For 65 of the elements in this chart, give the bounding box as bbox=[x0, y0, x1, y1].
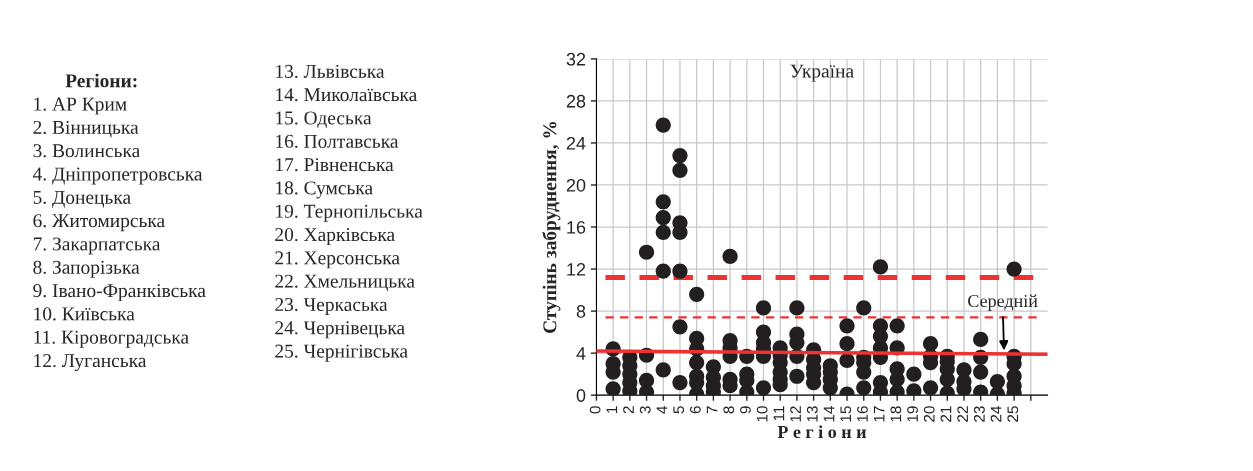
y-tick-label: 12 bbox=[567, 262, 586, 276]
text: 7. Закарпатська bbox=[33, 237, 161, 255]
y-tick-label: 16 bbox=[567, 220, 586, 234]
text: 21. Херсонська bbox=[275, 251, 400, 269]
x-tick-label: 25 bbox=[1007, 406, 1019, 422]
text: 12. Луганська bbox=[34, 354, 147, 372]
y-axis-title: Ступінь забруднення, % bbox=[542, 121, 561, 333]
x-tick-label: 3 bbox=[639, 406, 651, 414]
y-tick-label: 24 bbox=[566, 136, 586, 150]
x-tick-label: 2 bbox=[623, 406, 634, 414]
x-tick-label: 10 bbox=[756, 406, 768, 422]
x-tick-label: 19 bbox=[907, 406, 918, 422]
x-tick-label: 13 bbox=[806, 406, 818, 422]
text: 23. Черкаська bbox=[275, 297, 388, 315]
text: 2. Вінницька bbox=[33, 120, 139, 138]
x-tick-label: 0 bbox=[589, 406, 601, 414]
text: 9. Івано-Франківська bbox=[33, 284, 206, 302]
x-tick-label: 22 bbox=[957, 406, 968, 422]
x-tick-label: 9 bbox=[740, 406, 751, 414]
annotation: Середній bbox=[968, 294, 1038, 311]
x-tick-label: 5 bbox=[673, 406, 685, 414]
text: 17. Рівненська bbox=[276, 158, 394, 172]
text: 22. Хмельницька bbox=[275, 274, 415, 292]
text: 13. Львівська bbox=[276, 64, 385, 78]
y-tick-label: 0 bbox=[576, 389, 586, 402]
x-tick-label: 16 bbox=[857, 406, 868, 422]
y-tick-label: 28 bbox=[566, 94, 586, 108]
text: Регіони: bbox=[65, 73, 137, 88]
text: 14. Миколаївська bbox=[276, 88, 417, 102]
text: 11. Кіровоградська bbox=[34, 330, 189, 348]
x-tick-label: 17 bbox=[873, 406, 885, 422]
x-tick-label: 6 bbox=[689, 406, 701, 414]
x-tick-label: 23 bbox=[973, 406, 985, 422]
x-tick-label: 24 bbox=[990, 406, 1002, 422]
x-tick-label: 20 bbox=[923, 406, 935, 422]
text: 1. АР Крим bbox=[34, 97, 127, 115]
text: 8. Запорізька bbox=[33, 260, 140, 278]
text: 24. Чернівецька bbox=[275, 321, 405, 339]
text: 3. Волинська bbox=[33, 144, 140, 158]
text: 16. Полтавська bbox=[276, 134, 399, 148]
x-tick-label: 8 bbox=[723, 406, 735, 414]
x-tick-label: 15 bbox=[840, 406, 852, 422]
text: 15. Одеська bbox=[276, 111, 372, 129]
y-tick-label: 20 bbox=[566, 178, 586, 192]
x-tick-label: 14 bbox=[823, 406, 835, 422]
text: 18. Сумська bbox=[276, 181, 373, 199]
x-tick-label: 18 bbox=[890, 406, 902, 422]
y-tick-label: 8 bbox=[576, 305, 586, 318]
text: 6. Житомирська bbox=[33, 214, 165, 232]
text: 25. Чернігівська bbox=[275, 344, 408, 362]
x-tick-label: 12 bbox=[790, 406, 801, 422]
chart-title: Україна bbox=[790, 64, 854, 82]
text: 20. Харківська bbox=[275, 227, 395, 246]
y-tick-label: 4 bbox=[576, 347, 586, 360]
x-tick-label: 4 bbox=[656, 406, 668, 414]
text: 19. Тернопільська bbox=[276, 204, 423, 222]
text: 10. Київська bbox=[34, 307, 135, 321]
x-tick-label: 7 bbox=[706, 406, 718, 414]
x-tick-label: 11 bbox=[773, 406, 785, 421]
y-tick-label: 32 bbox=[566, 52, 586, 66]
text: 5. Донецька bbox=[33, 190, 131, 208]
x-tick-label: 21 bbox=[940, 406, 952, 422]
text: 4. Дніпропетровська bbox=[32, 167, 203, 185]
x-tick-label: 1 bbox=[606, 406, 618, 413]
x-axis-title: Р е г і о н и bbox=[777, 425, 867, 439]
